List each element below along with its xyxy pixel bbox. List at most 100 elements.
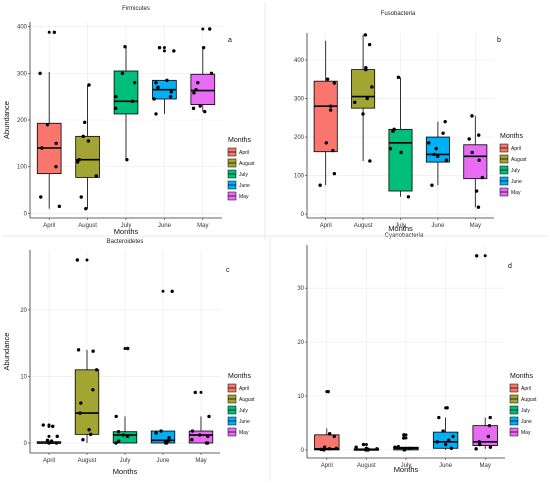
data-point: [318, 183, 322, 187]
y-axis-title: Abundance: [2, 333, 11, 371]
legend-label-august: August: [511, 157, 527, 163]
data-point: [57, 204, 62, 209]
data-point: [116, 439, 121, 443]
data-point: [322, 448, 326, 452]
data-point: [190, 429, 195, 433]
data-point: [172, 49, 176, 53]
data-point: [396, 75, 401, 80]
data-point: [84, 206, 88, 211]
box-july: [113, 46, 139, 160]
outlier-point: [162, 46, 166, 50]
box-iqr: [75, 135, 100, 178]
data-point: [402, 433, 406, 437]
legend-label-april: April: [521, 386, 531, 392]
x-tick-label-august: August: [78, 223, 97, 229]
data-point: [79, 195, 83, 199]
y-tick-label: 0: [24, 441, 28, 447]
data-point: [203, 109, 207, 114]
data-point: [114, 414, 118, 419]
outlier-point: [85, 258, 89, 262]
y-tick-label: 0: [24, 211, 28, 217]
data-point: [39, 195, 43, 199]
box-iqr: [425, 136, 450, 163]
data-point: [45, 438, 50, 443]
data-point: [444, 158, 449, 162]
legend-label-july: July: [239, 408, 248, 414]
legend-label-april: April: [239, 386, 249, 392]
data-point: [327, 432, 332, 436]
data-point: [470, 114, 474, 118]
legend-label-may: May: [239, 430, 249, 436]
panel-firmicutes: 0 100 200 300 400 April August July June May Firmi…: [2, 6, 255, 236]
data-point: [443, 442, 448, 447]
data-point: [54, 141, 58, 146]
data-point: [478, 442, 482, 447]
outlier-point: [123, 347, 127, 351]
x-tick-label-april: April: [321, 463, 333, 469]
panel-bacteroidetes: 0 10 20 April August July June May Bacteroidetes…: [2, 239, 255, 476]
data-point: [81, 134, 85, 139]
data-point: [81, 437, 85, 442]
data-point: [326, 389, 330, 394]
data-point: [353, 100, 357, 105]
data-point: [79, 401, 83, 405]
data-point: [480, 175, 485, 180]
box-iqr: [74, 369, 100, 435]
data-point: [198, 104, 202, 108]
y-tick-label: 30: [297, 286, 304, 292]
data-point: [402, 448, 406, 452]
x-tick-label-april: April: [43, 223, 55, 229]
data-point: [154, 431, 158, 435]
data-point: [370, 85, 374, 89]
legend-label-july: July: [239, 172, 248, 178]
y-tick-label: 200: [294, 135, 305, 141]
data-point: [375, 447, 379, 451]
data-point: [441, 131, 445, 135]
data-point: [91, 388, 95, 392]
data-point: [396, 444, 401, 449]
x-axis-title: Months: [113, 467, 138, 476]
y-tick-label: 100: [17, 165, 28, 171]
data-point: [487, 423, 492, 428]
data-point: [121, 433, 126, 437]
data-point: [82, 120, 87, 125]
data-point: [441, 429, 445, 433]
data-point: [488, 415, 492, 420]
data-point: [361, 442, 366, 447]
data-point: [206, 441, 210, 445]
data-point: [488, 445, 493, 449]
data-point: [167, 438, 171, 443]
data-point: [477, 440, 481, 444]
y-tick-label: 300: [17, 71, 28, 77]
data-point: [474, 189, 479, 193]
panel-title: Firmicutes: [122, 6, 150, 12]
data-point: [114, 94, 118, 99]
data-point: [329, 104, 333, 108]
data-point: [430, 183, 434, 187]
data-point: [451, 434, 455, 439]
data-point: [470, 150, 474, 155]
data-point: [434, 146, 438, 151]
box-june: [425, 121, 450, 186]
data-point: [76, 348, 81, 352]
y-tick-label: 400: [294, 58, 305, 64]
x-tick-label-july: July: [121, 223, 132, 229]
outlier-point: [161, 289, 165, 293]
data-point: [486, 434, 491, 439]
data-point: [327, 447, 332, 451]
data-point: [167, 435, 171, 440]
data-point: [368, 159, 372, 163]
data-point: [477, 158, 481, 162]
data-point: [88, 432, 93, 437]
data-point: [399, 150, 403, 155]
box-may: [463, 115, 488, 208]
data-point: [165, 441, 169, 445]
data-point: [40, 146, 44, 150]
data-point: [49, 440, 54, 445]
data-point: [209, 71, 214, 76]
data-point: [190, 437, 194, 442]
x-axis-title: Months: [388, 224, 413, 233]
data-point: [38, 71, 42, 76]
outlier-point: [364, 443, 368, 447]
